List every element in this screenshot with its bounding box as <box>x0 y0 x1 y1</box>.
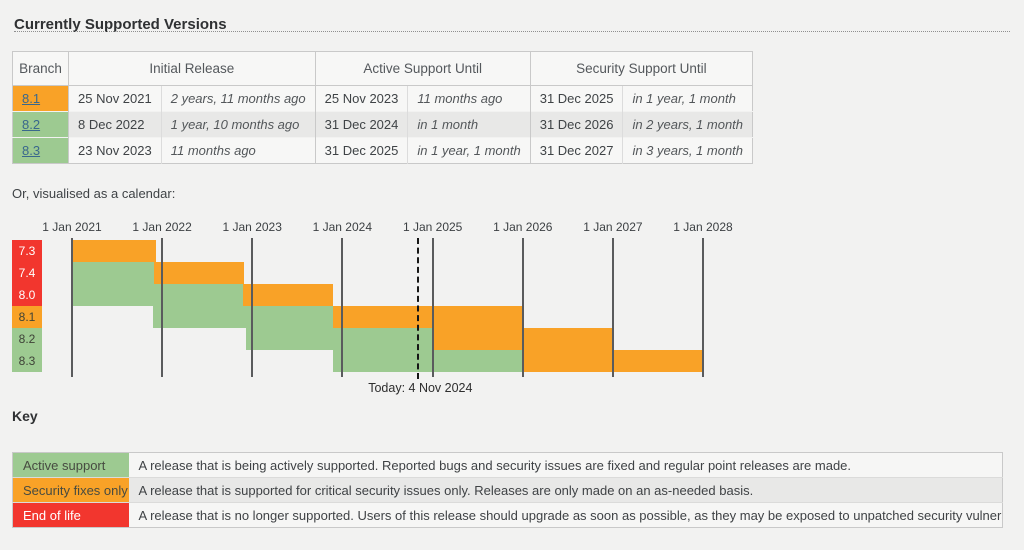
initial-release-relative-cell: 1 year, 10 months ago <box>160 111 316 138</box>
key-row-eol: End of life A release that is no longer s… <box>12 502 1003 528</box>
chart-row-label-8.3: 8.3 <box>12 350 42 372</box>
axis-label-2022: 1 Jan 2022 <box>132 220 192 234</box>
branch-cell: 8.2 <box>12 111 69 138</box>
axis-label-2026: 1 Jan 2026 <box>493 220 553 234</box>
active-until-date-cell: 25 Nov 2023 <box>314 85 408 112</box>
axis-label-2023: 1 Jan 2023 <box>222 220 282 234</box>
version-row-8.2: 8.2 8 Dec 2022 1 year, 10 months ago 31 Dec… <box>12 111 753 138</box>
year-gridline-2021 <box>71 238 73 377</box>
bar-segment-active-8.3 <box>332 350 523 372</box>
key-description-active: A release that is being actively support… <box>128 452 1003 478</box>
chart-row-label-8.2: 8.2 <box>12 328 42 350</box>
year-gridline-2026 <box>521 238 524 377</box>
key-label-eol: End of life <box>12 502 129 528</box>
key-row-security: Security fixes only A release that is sup… <box>12 477 1003 503</box>
active-until-date-cell: 31 Dec 2025 <box>314 137 408 164</box>
bar-segment-active-7.4 <box>72 262 154 284</box>
branch-link-8.1[interactable]: 8.1 <box>22 91 41 106</box>
axis-label-2028: 1 Jan 2028 <box>673 220 733 234</box>
bar-segment-security-8.1 <box>333 306 523 328</box>
initial-release-date-cell: 25 Nov 2021 <box>68 85 162 112</box>
calendar-intro-text: Or, visualised as a calendar: <box>12 186 176 201</box>
title-divider <box>14 31 1010 32</box>
key-heading: Key <box>12 408 38 424</box>
security-until-date-cell: 31 Dec 2027 <box>529 137 623 164</box>
security-until-date-cell: 31 Dec 2025 <box>529 85 623 112</box>
security-until-relative-cell: in 2 years, 1 month <box>622 111 753 138</box>
bar-segment-security-8.2 <box>432 328 613 350</box>
year-gridline-2024 <box>341 238 344 377</box>
bar-segment-active-8.2 <box>246 328 433 350</box>
branch-link-8.3[interactable]: 8.3 <box>22 143 41 158</box>
security-until-relative-cell: in 1 year, 1 month <box>622 85 753 112</box>
initial-release-relative-cell: 11 months ago <box>160 137 316 164</box>
bar-segment-security-8.3 <box>522 350 703 372</box>
initial-release-date-cell: 23 Nov 2023 <box>68 137 162 164</box>
col-header-initial-release: Initial Release <box>68 51 316 86</box>
version-row-8.1: 8.1 25 Nov 2021 2 years, 11 months ago 25 N… <box>12 85 753 112</box>
chart-row-label-7.3: 7.3 <box>12 240 42 262</box>
key-label-security: Security fixes only <box>12 477 129 503</box>
year-gridline-2027 <box>611 238 614 377</box>
bar-segment-security-7.4 <box>153 262 244 284</box>
active-until-relative-cell: in 1 year, 1 month <box>407 137 531 164</box>
key-row-active: Active support A release that is being ac… <box>12 452 1003 478</box>
today-line <box>417 238 420 379</box>
year-gridline-2023 <box>251 238 254 377</box>
year-gridline-2025 <box>431 238 434 377</box>
col-header-active-support-until: Active Support Until <box>314 51 531 86</box>
active-until-relative-cell: 11 months ago <box>407 85 531 112</box>
initial-release-date-cell: 8 Dec 2022 <box>68 111 162 138</box>
key-description-eol: A release that is no longer supported. U… <box>128 502 1003 528</box>
chart-row-label-8.0: 8.0 <box>12 284 42 306</box>
axis-label-2025: 1 Jan 2025 <box>402 220 463 234</box>
bar-segment-security-8.0 <box>243 284 334 306</box>
security-until-relative-cell: in 3 years, 1 month <box>622 137 753 164</box>
version-row-8.3: 8.3 23 Nov 2023 11 months ago 31 Dec 2025 in… <box>12 137 753 164</box>
active-until-date-cell: 31 Dec 2024 <box>314 111 408 138</box>
axis-label-2021: 1 Jan 2021 <box>42 220 102 234</box>
col-header-branch: Branch <box>12 51 69 86</box>
bar-segment-security-7.3 <box>72 240 156 262</box>
axis-label-2024: 1 Jan 2024 <box>312 220 372 234</box>
supported-versions-table: Branch Initial Release Active Support Un… <box>12 51 754 164</box>
axis-label-2027: 1 Jan 2027 <box>583 220 643 234</box>
year-gridline-2022 <box>161 238 164 377</box>
key-label-active: Active support <box>12 452 129 478</box>
security-until-date-cell: 31 Dec 2026 <box>529 111 623 138</box>
page-title: Currently Supported Versions <box>14 16 227 34</box>
table-header-row: Branch Initial Release Active Support Un… <box>12 51 753 86</box>
chart-row-label-8.1: 8.1 <box>12 306 42 328</box>
branch-link-8.2[interactable]: 8.2 <box>22 117 41 132</box>
branch-cell: 8.1 <box>12 85 69 112</box>
bar-segment-active-8.0 <box>72 284 244 306</box>
chart-row-label-7.4: 7.4 <box>12 262 42 284</box>
branch-cell: 8.3 <box>12 137 69 164</box>
key-description-security: A release that is supported for critical… <box>128 477 1003 503</box>
key-table: Active support A release that is being ac… <box>12 452 1003 528</box>
year-gridline-2028 <box>702 238 704 377</box>
active-until-relative-cell: in 1 month <box>407 111 531 138</box>
today-label: Today: 4 Nov 2024 <box>368 381 473 395</box>
col-header-security-support-until: Security Support Until <box>529 51 753 86</box>
bar-segment-active-8.1 <box>152 306 334 328</box>
initial-release-relative-cell: 2 years, 11 months ago <box>160 85 316 112</box>
